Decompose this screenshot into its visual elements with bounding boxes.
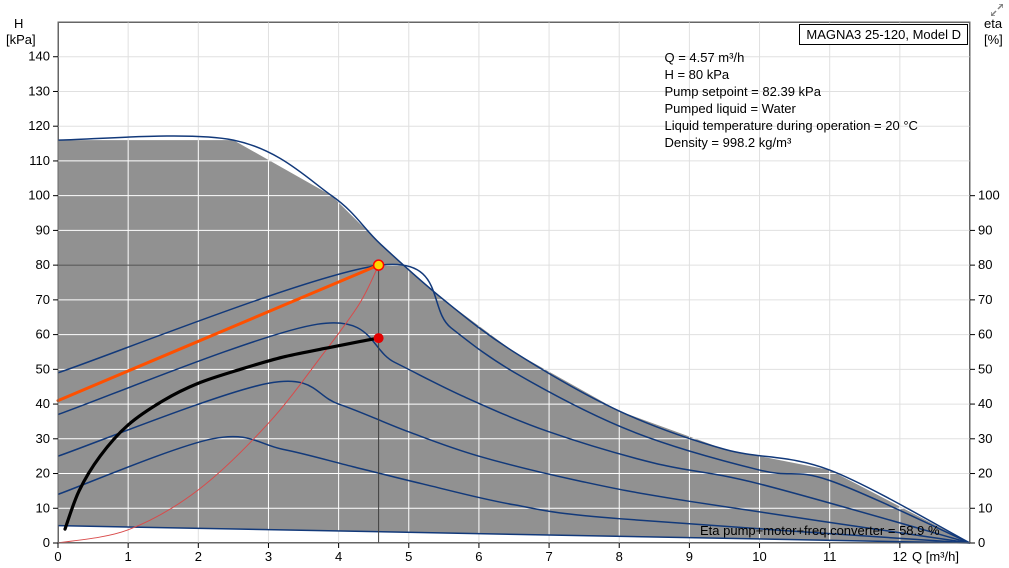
svg-text:110: 110 [29, 153, 50, 168]
chart-svg: 0123456789101112010203040506070809010011… [0, 0, 1009, 568]
svg-text:30: 30 [978, 431, 992, 446]
svg-text:90: 90 [36, 222, 50, 237]
annot-temp: Liquid temperature during operation = 20… [664, 118, 917, 133]
svg-text:7: 7 [545, 549, 552, 564]
svg-text:12: 12 [893, 549, 907, 564]
svg-text:20: 20 [978, 466, 992, 481]
svg-text:70: 70 [978, 292, 992, 307]
svg-text:0: 0 [54, 549, 61, 564]
annot-eta: Eta pump+motor+freq.converter = 58.9 % [700, 523, 940, 538]
svg-text:40: 40 [36, 396, 50, 411]
model-label-box: MAGNA3 25-120, Model D [799, 24, 968, 45]
svg-text:6: 6 [475, 549, 482, 564]
svg-text:120: 120 [28, 118, 50, 133]
svg-text:10: 10 [36, 500, 50, 515]
svg-text:100: 100 [28, 188, 50, 203]
svg-text:80: 80 [978, 257, 992, 272]
svg-text:60: 60 [36, 327, 50, 342]
svg-text:20: 20 [36, 466, 50, 481]
svg-text:80: 80 [36, 257, 50, 272]
svg-text:100: 100 [978, 188, 1000, 203]
svg-text:10: 10 [978, 500, 992, 515]
svg-text:9: 9 [686, 549, 693, 564]
svg-text:0: 0 [978, 535, 985, 550]
annot-setpoint: Pump setpoint = 82.39 kPa [664, 84, 820, 99]
svg-text:90: 90 [978, 222, 992, 237]
svg-text:30: 30 [36, 431, 50, 446]
svg-text:2: 2 [195, 549, 202, 564]
annot-h: H = 80 kPa [664, 67, 729, 82]
svg-text:4: 4 [335, 549, 342, 564]
annot-q: Q = 4.57 m³/h [664, 50, 744, 65]
pump-chart-page: H [kPa] eta [%] 012345678910111201020304… [0, 0, 1009, 568]
svg-text:50: 50 [36, 361, 50, 376]
annot-density: Density = 998.2 kg/m³ [664, 135, 791, 150]
svg-text:5: 5 [405, 549, 412, 564]
svg-text:11: 11 [823, 549, 837, 564]
svg-text:40: 40 [978, 396, 992, 411]
svg-text:140: 140 [28, 49, 50, 64]
svg-text:10: 10 [752, 549, 766, 564]
svg-text:70: 70 [36, 292, 50, 307]
svg-text:0: 0 [43, 535, 50, 550]
svg-text:3: 3 [265, 549, 272, 564]
svg-text:130: 130 [28, 83, 50, 98]
x-axis-title: Q [m³/h] [912, 549, 959, 564]
svg-text:50: 50 [978, 361, 992, 376]
svg-text:1: 1 [125, 549, 132, 564]
svg-text:60: 60 [978, 327, 992, 342]
svg-text:8: 8 [616, 549, 623, 564]
annot-liquid: Pumped liquid = Water [664, 101, 795, 116]
